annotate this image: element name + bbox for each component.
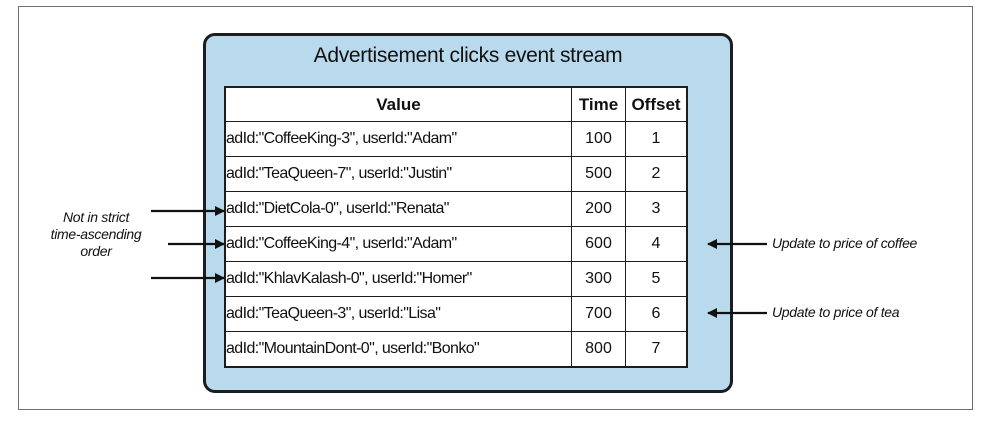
table-row: adId:"CoffeeKing-4", userId:"Adam" 600 4 xyxy=(224,226,688,262)
event-value: adId:"TeaQueen-3", userId:"Lisa" xyxy=(224,296,572,332)
event-offset: 6 xyxy=(625,296,688,332)
event-offset: 1 xyxy=(625,121,688,157)
table-row: adId:"DietCola-0", userId:"Renata" 200 3 xyxy=(224,191,688,227)
event-offset: 7 xyxy=(625,331,688,368)
event-time: 200 xyxy=(571,191,626,227)
event-value: adId:"MountainDont-0", userId:"Bonko" xyxy=(224,331,572,368)
table-row: adId:"TeaQueen-3", userId:"Lisa" 700 6 xyxy=(224,296,688,332)
event-time: 700 xyxy=(571,296,626,332)
event-offset: 5 xyxy=(625,261,688,297)
event-value: adId:"CoffeeKing-4", userId:"Adam" xyxy=(224,226,572,262)
out-of-order-note: Not in strict time-ascending order xyxy=(26,209,166,260)
out-of-order-note-line: Not in strict xyxy=(62,209,130,225)
out-of-order-note-line: order xyxy=(80,243,112,259)
table-row: adId:"TeaQueen-7", userId:"Justin" 500 2 xyxy=(224,156,688,192)
figure-frame xyxy=(18,6,973,410)
coffee-price-note: Update to price of coffee xyxy=(772,235,918,251)
event-value: adId:"DietCola-0", userId:"Renata" xyxy=(224,191,572,227)
table-row: adId:"MountainDont-0", userId:"Bonko" 80… xyxy=(224,331,688,368)
event-time: 500 xyxy=(571,156,626,192)
event-offset: 3 xyxy=(625,191,688,227)
stream-title: Advertisement clicks event stream xyxy=(313,44,623,67)
event-offset: 4 xyxy=(625,226,688,262)
out-of-order-note-line: time-ascending xyxy=(50,226,142,242)
event-time: 100 xyxy=(571,121,626,157)
event-time: 800 xyxy=(571,331,626,368)
event-table: Value Time Offset adId:"CoffeeKing-3", u… xyxy=(224,86,688,368)
column-header-time: Time xyxy=(571,86,626,122)
tea-price-note: Update to price of tea xyxy=(772,304,900,320)
event-value: adId:"KhlavKalash-0", userId:"Homer" xyxy=(224,261,572,297)
